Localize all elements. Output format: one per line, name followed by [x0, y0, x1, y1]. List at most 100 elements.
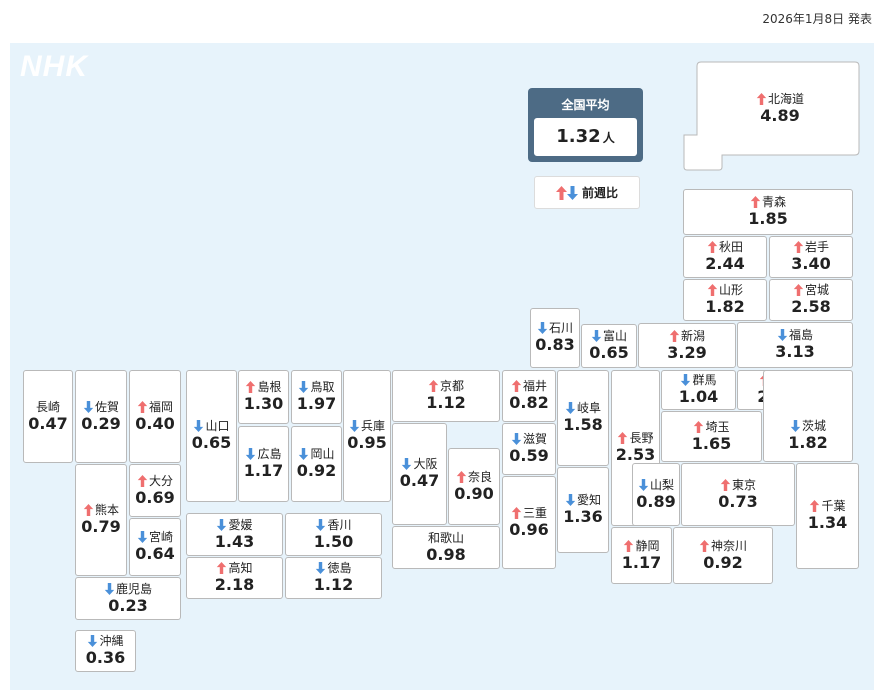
down-arrow-icon — [638, 478, 649, 491]
pref-value: 0.96 — [509, 519, 549, 539]
pref-name-row: 島根 — [245, 380, 282, 394]
pref-gifu[interactable]: 岐阜 1.58 — [557, 370, 609, 466]
pref-saga[interactable]: 佐賀 0.29 — [75, 370, 127, 463]
pref-hyogo[interactable]: 兵庫 0.95 — [343, 370, 391, 502]
pref-hiroshima[interactable]: 広島 1.17 — [238, 426, 289, 502]
announcement-date: 2026年1月8日 発表 — [762, 12, 872, 26]
pref-tokushima[interactable]: 徳島 1.12 — [285, 557, 382, 599]
pref-value: 1.30 — [243, 394, 284, 413]
week-change-legend: 前週比 — [534, 176, 640, 209]
pref-value: 0.98 — [426, 544, 466, 564]
pref-tokyo[interactable]: 東京 0.73 — [681, 463, 795, 526]
pref-name-row: 岩手 — [793, 240, 829, 254]
up-arrow-icon — [707, 241, 718, 253]
pref-value: 0.83 — [535, 335, 575, 354]
pref-toyama[interactable]: 富山 0.65 — [581, 324, 637, 368]
pref-name-row: 滋賀 — [511, 432, 547, 446]
pref-name: 広島 — [257, 447, 282, 461]
pref-ishikawa[interactable]: 石川 0.83 — [530, 308, 580, 368]
pref-oita[interactable]: 大分 0.69 — [129, 464, 181, 517]
pref-value: 3.29 — [667, 342, 707, 362]
pref-value: 1.34 — [807, 513, 848, 532]
down-arrow-icon — [137, 531, 148, 543]
pref-osaka[interactable]: 大阪 0.47 — [392, 423, 447, 525]
pref-name: 奈良 — [467, 469, 492, 484]
pref-name-row: 宮城 — [793, 283, 829, 297]
pref-nara[interactable]: 奈良 0.90 — [448, 448, 500, 525]
pref-aomori[interactable]: 青森 1.85 — [683, 189, 853, 235]
pref-wakayama[interactable]: 和歌山 0.98 — [392, 526, 500, 569]
pref-value: 3.40 — [791, 254, 831, 273]
pref-name-row: 京都 — [428, 379, 464, 393]
up-arrow-icon — [428, 380, 439, 392]
pref-mie[interactable]: 三重 0.96 — [502, 476, 556, 569]
pref-value: 1.12 — [313, 575, 354, 594]
pref-shizuoka[interactable]: 静岡 1.17 — [611, 527, 672, 584]
pref-name: 京都 — [439, 379, 464, 393]
pref-fukui[interactable]: 福井 0.82 — [502, 370, 556, 422]
pref-saitama[interactable]: 埼玉 1.65 — [661, 411, 762, 462]
down-arrow-icon — [299, 381, 309, 393]
pref-akita[interactable]: 秋田 2.44 — [683, 236, 767, 278]
pref-name: 千葉 — [821, 499, 846, 513]
pref-kagawa[interactable]: 香川 1.50 — [285, 513, 382, 556]
pref-fukushima[interactable]: 福島 3.13 — [737, 322, 853, 368]
pref-kyoto[interactable]: 京都 1.12 — [392, 370, 500, 422]
pref-name: 東京 — [731, 477, 756, 492]
pref-kanagawa[interactable]: 神奈川 0.92 — [673, 527, 773, 584]
up-arrow-icon — [624, 539, 634, 552]
pref-niigata[interactable]: 新潟 3.29 — [638, 323, 736, 368]
national-average-value-box: 1.32 人 — [534, 118, 637, 156]
pref-hokkaido[interactable]: 北海道 4.89 — [735, 85, 825, 133]
pref-okinawa[interactable]: 沖縄 0.36 — [75, 630, 136, 672]
pref-ehime[interactable]: 愛媛 1.43 — [186, 513, 283, 556]
down-arrow-icon — [402, 458, 412, 470]
pref-name-row: 岡山 — [298, 447, 335, 461]
up-arrow-icon — [511, 506, 522, 519]
pref-kumamoto[interactable]: 熊本 0.79 — [75, 464, 127, 576]
pref-value: 1.58 — [563, 415, 603, 434]
pref-aichi[interactable]: 愛知 1.36 — [557, 467, 609, 553]
pref-name: 兵庫 — [360, 419, 385, 433]
pref-value: 0.40 — [135, 413, 175, 433]
pref-ibaraki[interactable]: 茨城 1.82 — [763, 370, 853, 462]
pref-name: 熊本 — [94, 503, 119, 517]
pref-shiga[interactable]: 滋賀 0.59 — [502, 423, 556, 475]
pref-miyazaki[interactable]: 宮崎 0.64 — [129, 518, 181, 576]
pref-value: 0.47 — [28, 413, 68, 433]
pref-name: 神奈川 — [710, 538, 747, 553]
pref-name-row: 石川 — [537, 321, 573, 335]
pref-nagasaki[interactable]: 長崎 0.47 — [23, 370, 73, 463]
pref-name: 福島 — [788, 328, 813, 342]
pref-yamanashi[interactable]: 山梨 0.89 — [632, 463, 680, 526]
up-arrow-icon — [793, 284, 804, 296]
up-arrow-icon — [217, 562, 227, 574]
pref-name: 山形 — [718, 283, 743, 297]
pref-name-row: 大分 — [137, 474, 173, 488]
pref-name: 和歌山 — [427, 530, 464, 545]
pref-name: 愛知 — [576, 493, 601, 507]
up-arrow-icon — [707, 284, 718, 296]
pref-value: 1.50 — [313, 531, 354, 551]
pref-shimane[interactable]: 島根 1.30 — [238, 370, 289, 424]
pref-fukuoka[interactable]: 福岡 0.40 — [129, 370, 181, 463]
pref-okayama[interactable]: 岡山 0.92 — [291, 426, 342, 502]
pref-iwate[interactable]: 岩手 3.40 — [769, 236, 853, 278]
pref-kochi[interactable]: 高知 2.18 — [186, 557, 283, 599]
pref-value: 1.85 — [748, 209, 788, 228]
pref-tottori[interactable]: 鳥取 1.97 — [291, 370, 342, 424]
down-arrow-icon — [565, 494, 576, 506]
pref-name-row: 福島 — [777, 328, 813, 342]
pref-name: 福井 — [522, 379, 547, 393]
pref-gunma[interactable]: 群馬 1.04 — [661, 370, 736, 410]
pref-chiba[interactable]: 千葉 1.34 — [796, 463, 859, 569]
up-arrow-icon — [720, 478, 731, 491]
pref-miyagi[interactable]: 宮城 2.58 — [769, 279, 853, 321]
pref-name-row: 静岡 — [623, 539, 660, 553]
pref-yamaguchi[interactable]: 山口 0.65 — [186, 370, 237, 502]
pref-name-row: 山口 — [193, 419, 230, 433]
up-arrow-icon — [669, 329, 680, 342]
pref-kagoshima[interactable]: 鹿児島 0.23 — [75, 577, 181, 620]
pref-name: 大分 — [148, 473, 173, 488]
pref-yamagata[interactable]: 山形 1.82 — [683, 279, 767, 321]
